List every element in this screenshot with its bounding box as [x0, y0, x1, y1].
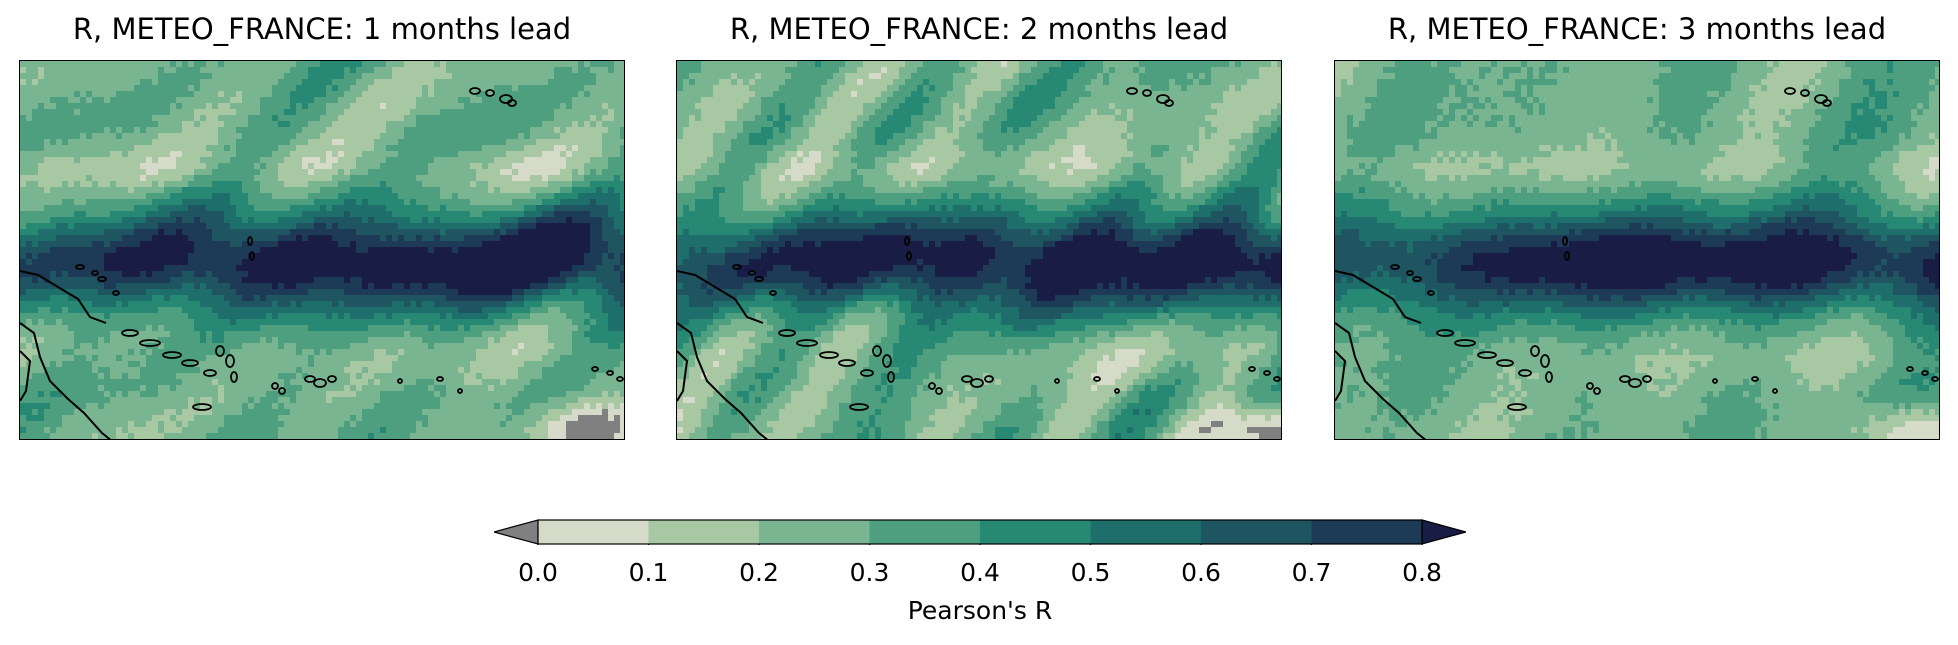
colorbar-bin [538, 520, 649, 544]
colorbar-tick-label: 0.3 [850, 558, 890, 587]
colorbar-tick-label: 0.6 [1181, 558, 1221, 587]
colorbar-label: Pearson's R [908, 596, 1053, 625]
colorbar-tick-label: 0.1 [629, 558, 669, 587]
colorbar-bin [870, 520, 981, 544]
colorbar-tick-label: 0.7 [1292, 558, 1332, 587]
panel-title-1: R, METEO_FRANCE: 1 months lead [19, 12, 625, 46]
colorbar-tick-label: 0.2 [739, 558, 779, 587]
panel-title-3: R, METEO_FRANCE: 3 months lead [1334, 12, 1940, 46]
colorbar-under-triangle [494, 520, 538, 544]
colorbar-bin [759, 520, 870, 544]
colorbar-bin [1091, 520, 1202, 544]
colorbar-tick-label: 0.4 [960, 558, 1000, 587]
colorbar-tick-label: 0.0 [518, 558, 558, 587]
colorbar [494, 519, 1466, 549]
colorbar-bin [1201, 520, 1312, 544]
colorbar-tick-label: 0.8 [1402, 558, 1442, 587]
colorbar-over-triangle [1422, 520, 1466, 544]
map-panel-1 [19, 60, 625, 440]
colorbar-bin [649, 520, 760, 544]
colorbar-bin [1312, 520, 1423, 544]
colorbar-tick-label: 0.5 [1071, 558, 1111, 587]
panel-title-2: R, METEO_FRANCE: 2 months lead [676, 12, 1282, 46]
map-panel-2 [676, 60, 1282, 440]
map-panel-3 [1334, 60, 1940, 440]
colorbar-bin [980, 520, 1091, 544]
